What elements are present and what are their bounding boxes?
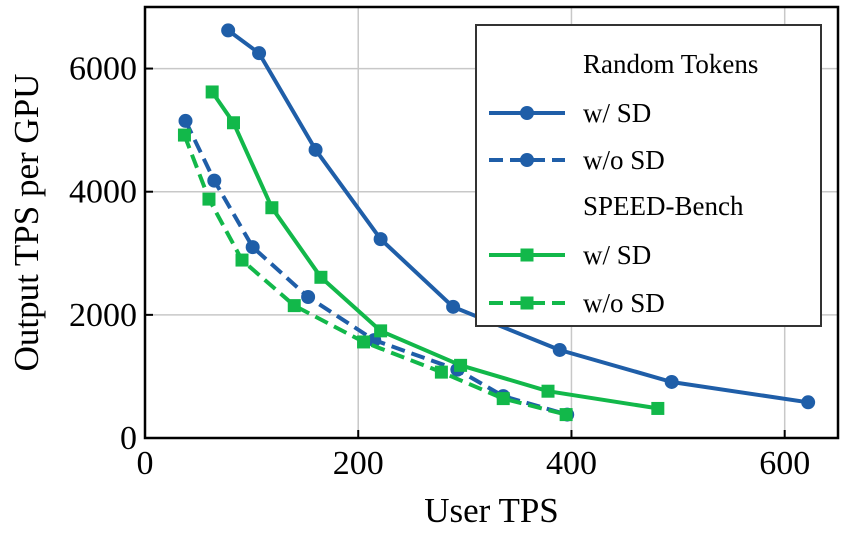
series-line-1 bbox=[183, 120, 568, 417]
series-2 bbox=[205, 85, 665, 415]
legend-label-speed-wsd: w/ SD bbox=[583, 240, 651, 270]
y-tick-label: 4000 bbox=[69, 174, 137, 211]
data-point bbox=[651, 401, 665, 415]
y-tick-label: 0 bbox=[120, 420, 137, 457]
x-tick-label: 600 bbox=[759, 445, 810, 482]
legend-swatch-marker bbox=[520, 106, 534, 120]
data-point bbox=[373, 232, 388, 247]
series-layer bbox=[177, 23, 816, 422]
data-point bbox=[207, 173, 222, 188]
data-point bbox=[559, 408, 573, 422]
data-point bbox=[541, 384, 555, 398]
legend: Random Tokens w/ SD w/o SD SPEED-Bench w… bbox=[475, 24, 822, 327]
data-point bbox=[301, 290, 316, 305]
data-point bbox=[177, 128, 191, 142]
data-point bbox=[664, 374, 679, 389]
data-point bbox=[801, 395, 816, 410]
data-point bbox=[314, 270, 328, 284]
data-point bbox=[446, 299, 461, 314]
data-point bbox=[221, 23, 236, 38]
data-point bbox=[308, 142, 323, 157]
legend-title-speed-bench: SPEED-Bench bbox=[583, 191, 744, 221]
legend-swatches bbox=[489, 106, 565, 310]
series-0 bbox=[221, 23, 816, 410]
data-point bbox=[226, 116, 240, 130]
data-point bbox=[235, 253, 249, 267]
data-point bbox=[454, 358, 468, 372]
x-tick-label: 0 bbox=[137, 445, 154, 482]
data-point bbox=[178, 113, 193, 128]
data-point bbox=[245, 240, 260, 255]
data-point bbox=[496, 392, 510, 406]
x-tick-label: 200 bbox=[333, 445, 384, 482]
legend-swatch-marker bbox=[520, 248, 534, 262]
legend-title-random-tokens: Random Tokens bbox=[583, 49, 758, 79]
y-tick-label: 2000 bbox=[69, 297, 137, 334]
legend-swatch-marker bbox=[520, 153, 534, 167]
legend-label-random-wosd: w/o SD bbox=[583, 145, 665, 175]
data-point bbox=[287, 299, 301, 313]
legend-swatch-marker bbox=[520, 296, 534, 310]
x-tick-label: 400 bbox=[546, 445, 597, 482]
data-point bbox=[434, 365, 448, 379]
y-axis-label: Output TPS per GPU bbox=[7, 74, 46, 372]
data-point bbox=[357, 335, 371, 349]
legend-label-speed-wosd: w/o SD bbox=[583, 288, 665, 318]
series-line-3 bbox=[182, 134, 567, 417]
data-point bbox=[252, 46, 267, 61]
data-point bbox=[374, 324, 388, 338]
plot-frame bbox=[143, 5, 840, 440]
data-point bbox=[265, 201, 279, 215]
y-tick-label: 6000 bbox=[69, 51, 137, 88]
x-axis-label: User TPS bbox=[424, 491, 559, 530]
series-line-2 bbox=[210, 90, 659, 411]
data-point bbox=[552, 342, 567, 357]
series-line-0 bbox=[227, 28, 809, 405]
data-point bbox=[202, 192, 216, 206]
series-3 bbox=[177, 128, 573, 422]
legend-box bbox=[475, 24, 822, 327]
legend-label-random-wsd: w/ SD bbox=[583, 98, 651, 128]
data-point bbox=[205, 85, 219, 99]
